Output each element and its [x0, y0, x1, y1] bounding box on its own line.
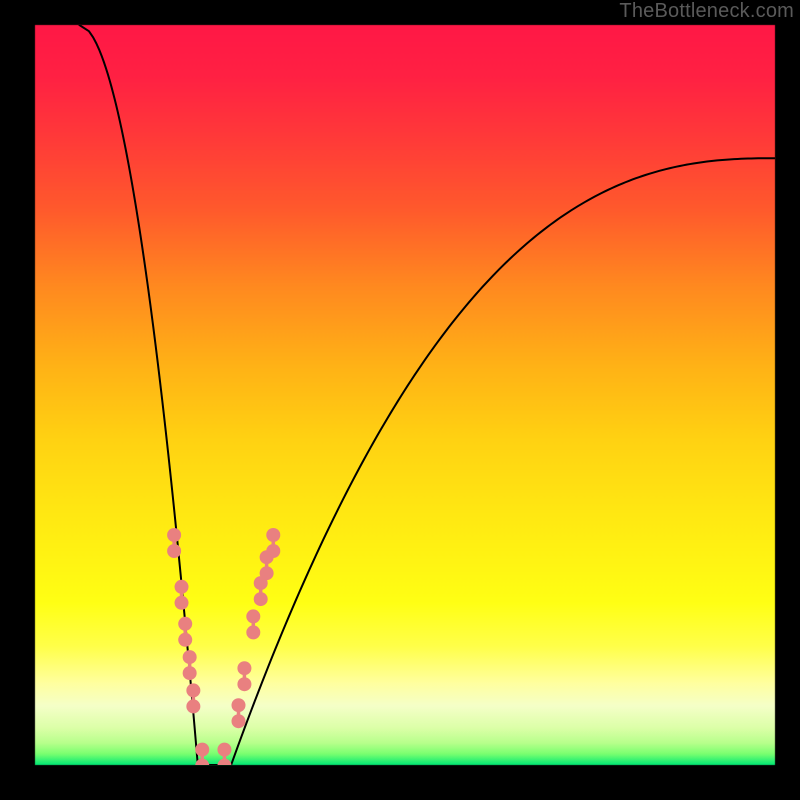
- gradient-background: [0, 0, 800, 800]
- chart-stage: TheBottleneck.com: [0, 0, 800, 800]
- watermark-text: TheBottleneck.com: [619, 0, 794, 23]
